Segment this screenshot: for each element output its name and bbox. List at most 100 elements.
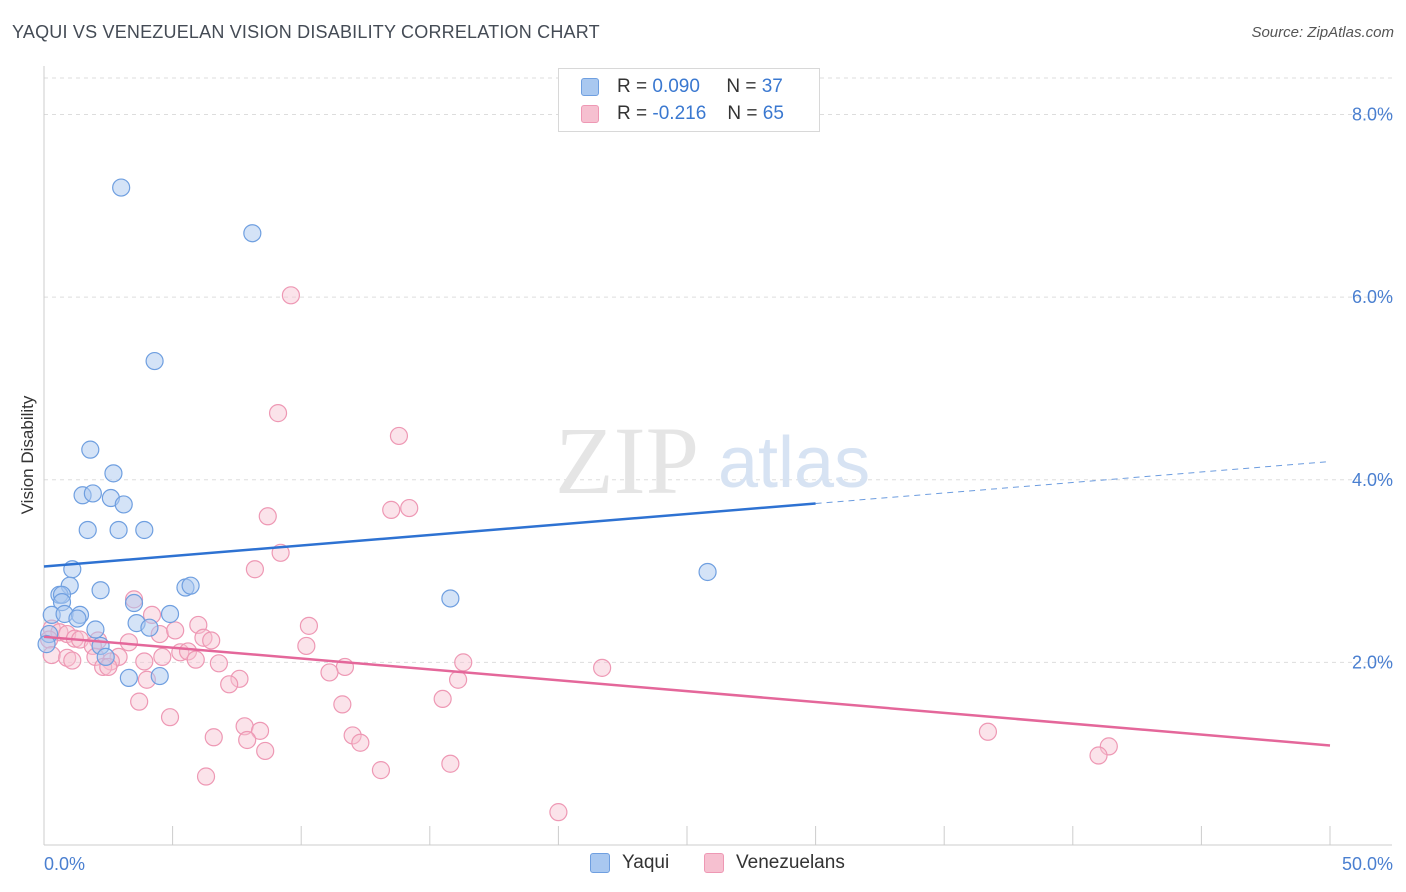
yaqui-point [243, 224, 262, 243]
venezuelans-point [382, 500, 401, 519]
yaqui-point [68, 609, 87, 628]
venezuelans-point [258, 507, 277, 526]
yaqui-point [135, 520, 154, 540]
venezuelans-point [297, 636, 316, 656]
venezuelans-trend-line [43, 635, 1331, 747]
yaqui-point [81, 440, 100, 459]
venezuelans-point [268, 404, 288, 423]
legend-r-venezuelans: -0.216 [652, 103, 707, 124]
watermark-zip: ZIP [555, 407, 699, 514]
venezuelans-point [209, 654, 228, 673]
y-axis-title: Vision Disability [18, 395, 37, 514]
venezuelans-point [333, 695, 352, 714]
venezuelans-point [153, 647, 172, 667]
yaqui-point [140, 618, 159, 637]
venezuelans-point [220, 675, 239, 694]
legend-n-label: N = [726, 76, 757, 97]
venezuelans-point [448, 670, 468, 689]
legend-n-venezuelans: 65 [762, 103, 784, 124]
legend-n-label: N = [727, 103, 758, 124]
source-label: Source: ZipAtlas.com [1251, 24, 1394, 41]
y-tick-label: 6.0% [1352, 287, 1393, 307]
yaqui-points [37, 178, 717, 688]
yaqui-point [37, 635, 56, 654]
x-tick-label-max: 50.0% [1342, 854, 1393, 874]
venezuelans-point [351, 733, 370, 752]
venezuelans-point [166, 621, 185, 640]
bottom-legend-label-yaqui: Yaqui [622, 852, 670, 873]
legend-r-yaqui: 0.090 [652, 76, 700, 97]
yaqui-point [109, 520, 128, 540]
yaqui-point [124, 593, 144, 613]
venezuelans-point [130, 692, 149, 711]
yaqui-point [441, 589, 460, 608]
venezuelans-point [186, 650, 205, 669]
chart-title: YAQUI VS VENEZUELAN VISION DISABILITY CO… [12, 22, 600, 42]
bottom-legend: Yaqui Venezuelans [0, 852, 1406, 878]
yaqui-point [181, 576, 200, 595]
yaqui-point [112, 178, 131, 197]
legend-r-label: R = [617, 76, 648, 97]
venezuelans-point [160, 708, 180, 727]
yaqui-point [91, 581, 110, 600]
venezuelans-point [196, 767, 216, 786]
venezuelans-point [135, 652, 154, 671]
venezuelans-point [1099, 737, 1118, 756]
bottom-legend-yaqui: Yaqui [590, 852, 669, 874]
yaqui-point [86, 620, 105, 639]
venezuelans-point [256, 741, 275, 761]
y-axis-labels: 2.0% 4.0% 6.0% 8.0% [1352, 105, 1393, 673]
venezuelans-point [454, 653, 473, 672]
venezuelans-point [250, 721, 270, 740]
yaqui-point [104, 464, 123, 483]
yaqui-point [96, 647, 115, 667]
venezuelans-point [433, 689, 452, 709]
grid-lines [44, 77, 1392, 663]
venezuelans-point [400, 498, 419, 518]
venezuelans-point [204, 728, 223, 747]
venezuelans-point [1089, 746, 1108, 765]
y-tick-label: 8.0% [1352, 105, 1393, 125]
bottom-legend-venezuelans: Venezuelans [704, 852, 845, 874]
legend: R = 0.090 N = 37 R = -0.216 N = 65 [558, 68, 820, 132]
yaqui-trend-line [43, 502, 816, 568]
bottom-legend-swatch-yaqui [590, 853, 610, 873]
yaqui-point [114, 495, 133, 514]
venezuelans-point [202, 631, 221, 650]
bottom-legend-label-venezuelans: Venezuelans [736, 852, 845, 873]
legend-r-label: R = [617, 103, 648, 124]
yaqui-point [83, 484, 102, 503]
venezuelans-point [320, 663, 339, 682]
yaqui-trend-extension [815, 461, 1331, 505]
trend-lines [43, 461, 1331, 747]
venezuelans-point [230, 669, 249, 688]
yaqui-point [150, 666, 169, 686]
venezuelans-point [441, 754, 460, 773]
y-tick-label: 2.0% [1352, 652, 1393, 672]
bottom-legend-swatch-venezuelans [704, 853, 724, 873]
venezuelans-point [371, 761, 391, 780]
venezuelans-point [245, 560, 265, 579]
y-tick-label: 4.0% [1352, 470, 1393, 490]
legend-n-yaqui: 37 [761, 76, 783, 97]
legend-swatch-yaqui [581, 78, 599, 96]
x-tick-label-min: 0.0% [44, 854, 85, 874]
venezuelans-point [978, 722, 998, 741]
yaqui-point [145, 351, 164, 371]
x-axis-labels: 0.0% 50.0% [44, 854, 1393, 874]
yaqui-point [698, 562, 717, 582]
venezuelans-point [389, 426, 409, 446]
legend-swatch-venezuelans [581, 105, 599, 123]
watermark-atlas: atlas [718, 423, 870, 503]
watermark: ZIP atlas [555, 407, 870, 514]
venezuelans-point [299, 616, 319, 635]
venezuelans-point [593, 658, 612, 677]
yaqui-point [119, 668, 138, 688]
yaqui-point [78, 520, 97, 540]
venezuelans-point [58, 648, 77, 667]
venezuelans-point [238, 730, 257, 750]
yaqui-point [160, 604, 180, 624]
venezuelans-point [63, 651, 82, 670]
venezuelans-point [343, 726, 362, 745]
